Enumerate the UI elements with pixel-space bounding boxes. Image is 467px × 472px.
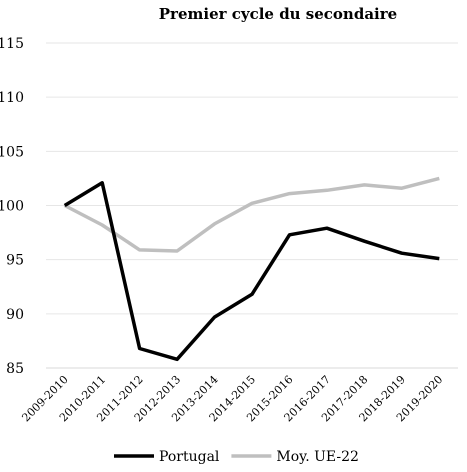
y-tick-label: 105 [0,144,24,160]
x-axis-ticks: 2009-20102010-20112011-20122012-20132013… [19,373,445,424]
legend: Portugal Moy. UE-22 [114,449,359,465]
series-line [63,181,440,362]
series-line [63,176,440,253]
chart-title: Premier cycle du secondaire [159,5,397,23]
y-tick-label: 95 [6,253,24,269]
legend-label: Portugal [159,449,220,465]
y-axis-ticks: 85 90 95 100 105 110 115 [0,36,24,377]
y-tick-label: 115 [0,36,24,52]
y-tick-label: 100 [0,199,24,215]
series-lines [63,176,440,362]
y-tick-label: 85 [6,361,24,377]
y-tick-label: 90 [6,307,24,323]
y-tick-label: 110 [0,90,24,106]
legend-label: Moy. UE-22 [276,449,359,465]
gridlines [46,42,458,315]
